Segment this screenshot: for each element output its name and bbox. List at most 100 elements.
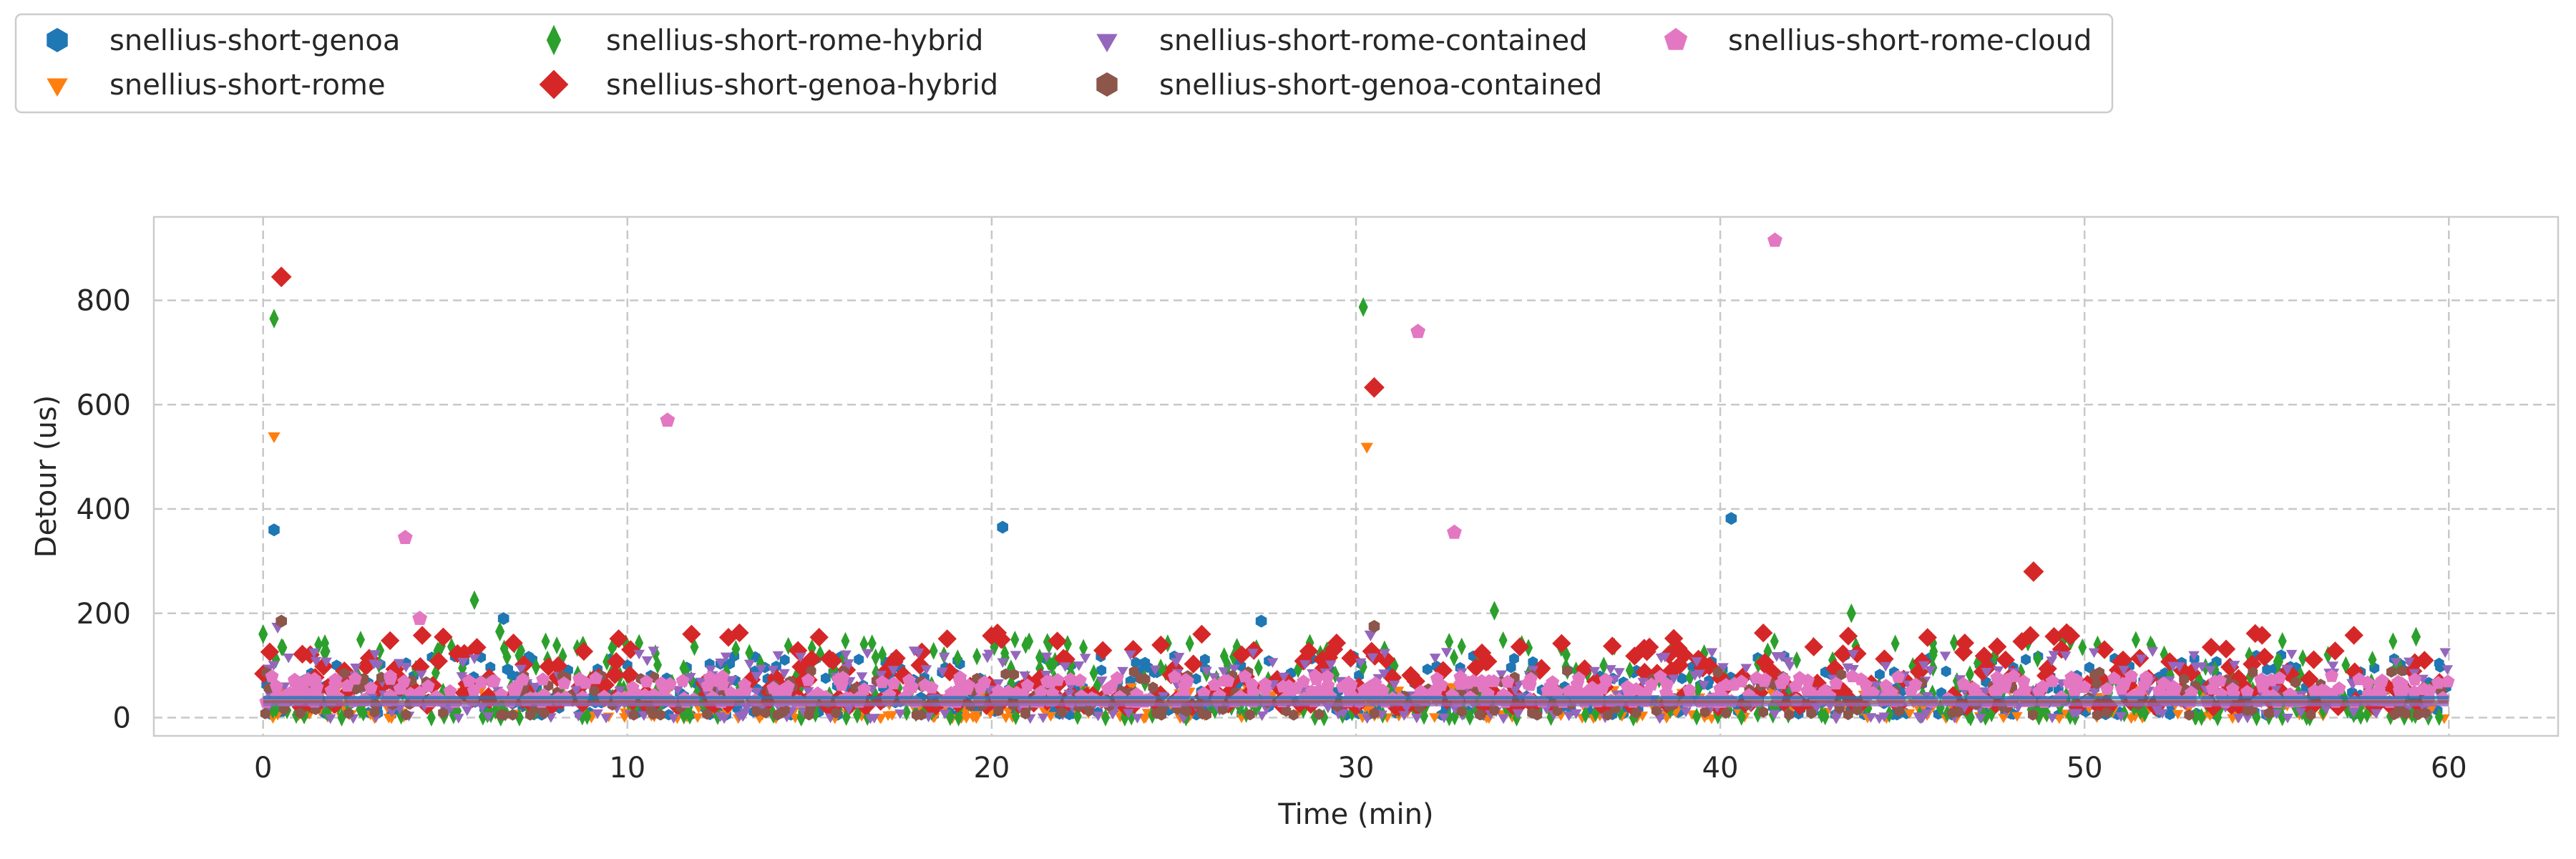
data-point bbox=[1693, 681, 1702, 699]
data-point bbox=[1496, 670, 1507, 680]
x-tick-label: 20 bbox=[973, 752, 1010, 785]
data-point bbox=[1706, 648, 1718, 658]
data-point bbox=[2298, 649, 2308, 667]
outlier-point bbox=[397, 530, 413, 544]
data-point bbox=[1873, 714, 1885, 724]
data-point bbox=[1563, 711, 1575, 722]
data-point bbox=[503, 663, 513, 675]
data-point bbox=[2100, 681, 2114, 695]
data-point bbox=[620, 640, 640, 659]
data-point bbox=[2285, 649, 2298, 660]
data-point bbox=[1388, 680, 1400, 691]
data-point bbox=[328, 672, 343, 686]
outlier-point bbox=[997, 520, 1008, 534]
data-point bbox=[314, 656, 333, 676]
data-point bbox=[426, 708, 436, 727]
data-point bbox=[2109, 660, 2128, 680]
x-tick-label: 60 bbox=[2431, 752, 2467, 785]
data-point bbox=[265, 669, 279, 683]
data-point bbox=[1325, 660, 1337, 671]
data-point bbox=[2021, 626, 2040, 645]
data-point bbox=[1924, 666, 1936, 676]
data-point bbox=[1168, 669, 1181, 683]
data-point bbox=[1865, 713, 1877, 723]
data-point bbox=[701, 679, 715, 692]
data-point bbox=[2147, 647, 2159, 657]
data-point bbox=[1562, 665, 1572, 677]
data-point bbox=[552, 636, 562, 655]
outlier-point bbox=[1255, 614, 1267, 628]
data-point bbox=[1128, 666, 1139, 678]
data-point bbox=[1256, 711, 1268, 722]
data-point bbox=[2018, 682, 2032, 696]
data-point bbox=[871, 648, 880, 666]
data-point bbox=[541, 632, 550, 651]
data-point bbox=[1228, 664, 1240, 674]
data-point bbox=[843, 704, 854, 715]
data-point bbox=[1020, 678, 1035, 691]
data-point bbox=[1498, 631, 1508, 649]
data-point bbox=[1737, 707, 1746, 726]
data-point bbox=[1319, 648, 1339, 667]
outlier-point bbox=[268, 523, 280, 537]
data-point bbox=[2011, 712, 2023, 722]
data-point bbox=[2263, 707, 2274, 719]
data-point bbox=[1848, 665, 1859, 675]
data-point bbox=[1800, 673, 1815, 686]
data-point bbox=[1170, 658, 1182, 668]
data-point bbox=[761, 707, 771, 719]
data-point bbox=[1165, 659, 1184, 679]
data-point bbox=[1107, 709, 1118, 720]
data-point bbox=[2308, 684, 2321, 697]
outlier-point bbox=[1358, 297, 1368, 317]
data-point bbox=[970, 711, 982, 721]
data-point bbox=[1929, 642, 1938, 661]
data-point bbox=[802, 687, 814, 697]
data-point bbox=[1639, 637, 1659, 657]
legend-item: snellius-short-genoa-hybrid bbox=[539, 69, 998, 102]
data-point bbox=[474, 675, 488, 689]
data-point bbox=[356, 631, 365, 649]
data-point bbox=[2300, 669, 2319, 689]
data-point bbox=[600, 714, 612, 724]
data-point bbox=[1717, 663, 1729, 673]
data-point bbox=[1949, 634, 1958, 652]
data-point bbox=[462, 706, 473, 717]
data-point bbox=[380, 631, 400, 651]
data-point bbox=[1367, 653, 1378, 664]
data-point bbox=[1875, 669, 1885, 681]
x-tick-label: 10 bbox=[609, 752, 645, 785]
data-point bbox=[402, 678, 421, 697]
data-point bbox=[1267, 669, 1287, 689]
data-point bbox=[308, 674, 323, 688]
data-point bbox=[2361, 675, 2375, 689]
data-point bbox=[842, 659, 854, 669]
data-point bbox=[912, 648, 924, 659]
data-point bbox=[1218, 674, 1231, 687]
data-point bbox=[530, 682, 541, 693]
y-tick-label: 400 bbox=[77, 493, 131, 526]
data-point bbox=[1918, 661, 1930, 671]
data-point bbox=[2306, 709, 2316, 721]
data-point bbox=[840, 650, 852, 661]
data-point bbox=[1979, 687, 1991, 697]
legend-item: snellius-short-rome bbox=[47, 69, 386, 102]
outlier-point bbox=[275, 614, 287, 628]
data-point bbox=[2233, 714, 2245, 724]
data-point bbox=[1498, 714, 1509, 724]
data-point bbox=[1602, 636, 1622, 656]
data-point bbox=[1201, 666, 1212, 677]
data-point bbox=[1332, 709, 1345, 719]
data-point bbox=[1571, 671, 1586, 684]
data-point bbox=[278, 639, 288, 657]
data-point bbox=[2295, 708, 2306, 718]
data-point bbox=[884, 652, 904, 671]
data-point bbox=[2386, 666, 2396, 678]
data-point bbox=[841, 631, 850, 650]
data-point bbox=[1973, 662, 1993, 681]
data-point bbox=[1603, 709, 1613, 721]
data-point bbox=[620, 665, 640, 685]
data-point bbox=[878, 660, 897, 679]
data-point bbox=[1599, 672, 1613, 686]
data-point bbox=[1125, 650, 1136, 661]
